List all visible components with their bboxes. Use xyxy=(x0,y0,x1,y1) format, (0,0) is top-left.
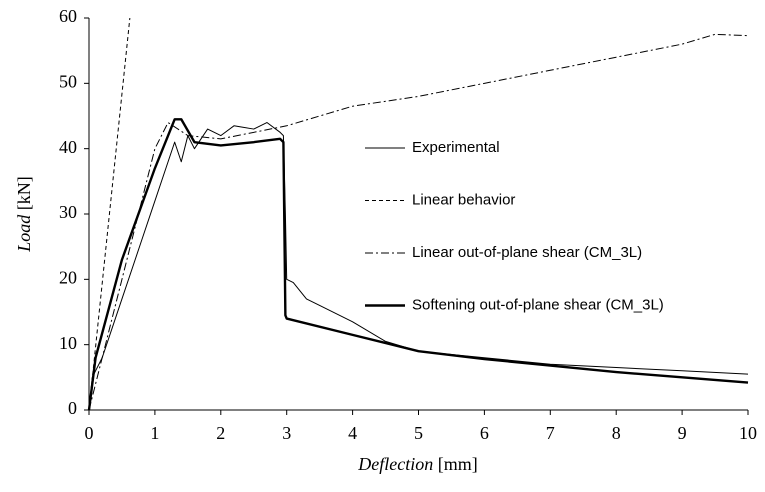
x-axis-name: Deflection xyxy=(357,454,433,474)
x-tick-label: 6 xyxy=(480,423,489,443)
x-tick-label: 1 xyxy=(150,423,159,443)
x-axis-unit: [mm] xyxy=(438,454,478,474)
y-tick-label: 10 xyxy=(59,333,77,353)
legend-label: Experimental xyxy=(412,139,500,156)
y-tick-label: 20 xyxy=(59,267,77,287)
y-tick-label: 40 xyxy=(59,137,77,157)
series-line xyxy=(88,33,749,411)
x-tick-label: 9 xyxy=(678,423,687,443)
series-line xyxy=(88,122,749,411)
x-tick-label: 3 xyxy=(282,423,291,443)
y-axis-label: Load [kN] xyxy=(14,176,34,253)
y-tick-label: 50 xyxy=(59,71,77,91)
y-axis-unit: [kN] xyxy=(14,176,34,210)
x-tick-label: 7 xyxy=(546,423,555,443)
series-line xyxy=(87,118,749,411)
x-tick-label: 8 xyxy=(612,423,621,443)
series-line xyxy=(88,17,131,411)
y-axis-name: Load xyxy=(14,214,34,253)
x-tick-label: 2 xyxy=(216,423,225,443)
legend-label: Softening out-of-plane shear (CM_3L) xyxy=(412,296,664,313)
y-tick-label: 60 xyxy=(59,6,77,26)
x-axis-label: Deflection [mm] xyxy=(357,454,477,474)
legend-label: Linear out-of-plane shear (CM_3L) xyxy=(412,244,642,261)
x-tick-label: 0 xyxy=(85,423,94,443)
legend-label: Linear behavior xyxy=(412,191,515,208)
x-tick-label: 4 xyxy=(348,423,357,443)
x-tick-label: 5 xyxy=(414,423,423,443)
x-tick-label: 10 xyxy=(739,423,757,443)
y-tick-label: 30 xyxy=(59,202,77,222)
y-tick-label: 0 xyxy=(68,398,77,418)
